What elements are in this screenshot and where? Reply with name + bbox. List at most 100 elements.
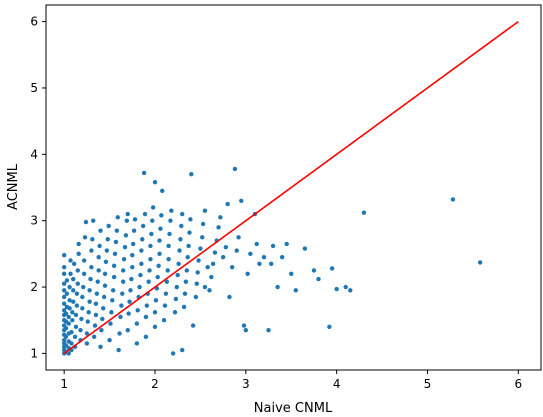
scatter-point xyxy=(92,323,98,328)
scatter-point xyxy=(101,306,106,311)
scatter-point xyxy=(70,318,75,323)
scatter-point xyxy=(232,166,238,172)
reference-line xyxy=(63,20,519,355)
scatter-point xyxy=(200,235,205,240)
scatter-point xyxy=(184,268,189,273)
scatter-point xyxy=(86,310,91,315)
scatter-point xyxy=(74,303,80,308)
scatter-point xyxy=(63,334,69,340)
scatter-point xyxy=(144,303,150,308)
scatter-point xyxy=(83,219,89,225)
scatter-point xyxy=(148,243,153,249)
scatter-point xyxy=(343,284,348,290)
y-axis-ticks: 1 2 3 4 5 6 xyxy=(30,15,46,360)
scatter-point xyxy=(161,318,167,323)
scatter-point xyxy=(167,231,172,237)
scatter-point xyxy=(177,248,182,253)
scatter-point xyxy=(76,251,81,257)
plot-area-frame xyxy=(45,4,542,371)
scatter-point xyxy=(91,218,96,223)
scatter-point xyxy=(80,294,85,300)
scatter-point xyxy=(153,298,159,303)
scatter-point xyxy=(88,276,93,282)
scatter-point xyxy=(270,243,276,249)
scatter-point xyxy=(119,303,124,308)
scatter-point xyxy=(66,321,71,326)
scatter-point xyxy=(187,230,192,235)
scatter-point xyxy=(190,323,196,328)
scatter-point xyxy=(71,276,76,282)
scatter-point xyxy=(254,241,259,247)
scatter-point xyxy=(193,294,199,300)
scatter-point xyxy=(84,341,90,346)
scatter-points xyxy=(61,166,483,356)
scatter-point xyxy=(150,218,155,223)
scatter-point xyxy=(202,208,208,213)
scatter-point xyxy=(134,321,140,326)
scatter-point xyxy=(207,288,212,293)
scatter-point xyxy=(216,225,221,230)
scatter-point xyxy=(129,276,134,282)
scatter-point xyxy=(157,251,162,257)
scatter-point xyxy=(103,259,109,265)
scatter-point xyxy=(248,251,253,257)
y-tick-label: 1 xyxy=(30,346,38,360)
scatter-point xyxy=(149,231,154,237)
scatter-point xyxy=(101,294,107,300)
scatter-point xyxy=(82,235,88,240)
x-tick-label: 4 xyxy=(333,377,341,391)
scatter-point xyxy=(118,314,123,320)
scatter-point xyxy=(79,316,84,322)
scatter-point xyxy=(194,281,199,286)
scatter-point xyxy=(311,268,317,273)
scatter-point xyxy=(75,281,80,286)
scatter-point xyxy=(116,347,121,353)
scatter-point xyxy=(176,261,181,267)
scatter-point xyxy=(120,291,125,296)
scatter-point xyxy=(159,213,164,218)
scatter-point xyxy=(76,241,81,247)
x-tick-label: 1 xyxy=(60,377,68,391)
scatter-point xyxy=(361,210,367,215)
scatter-point xyxy=(95,279,100,284)
scatter-point xyxy=(132,217,138,222)
scatter-point xyxy=(61,264,67,270)
scatter-point xyxy=(61,308,67,313)
scatter-point xyxy=(63,311,69,316)
scatter-point xyxy=(239,198,244,203)
scatter-point xyxy=(99,327,104,333)
scatter-point xyxy=(236,235,241,240)
scatter-point xyxy=(104,248,110,253)
scatter-point xyxy=(78,327,83,333)
scatter-point xyxy=(102,283,108,288)
scatter-point xyxy=(165,268,170,273)
scatter-point xyxy=(141,170,147,176)
scatter-point xyxy=(169,208,174,213)
scatter-point xyxy=(111,274,117,280)
y-tick-label: 5 xyxy=(30,81,38,95)
scatter-point xyxy=(229,264,235,270)
scatter-point xyxy=(135,308,140,313)
scatter-point xyxy=(143,334,149,340)
scatter-point xyxy=(69,329,74,335)
scatter-point xyxy=(139,261,144,267)
x-tick-label: 6 xyxy=(514,377,522,391)
scatter-point xyxy=(85,319,90,324)
scatter-point xyxy=(63,325,69,331)
scatter-point xyxy=(241,323,247,328)
scatter-point xyxy=(163,291,169,296)
scatter-point xyxy=(134,341,140,346)
scatter-point xyxy=(293,288,298,293)
scatter-point xyxy=(111,263,117,269)
scatter-point xyxy=(179,223,184,229)
scatter-point xyxy=(234,248,239,253)
scatter-point xyxy=(189,172,194,177)
scatter-point xyxy=(138,272,143,278)
scatter-point xyxy=(450,197,456,202)
scatter-point xyxy=(142,211,148,217)
scatter-point xyxy=(61,271,67,276)
scatter-point xyxy=(148,256,153,262)
scatter-point xyxy=(81,271,87,276)
scatter-point xyxy=(71,288,76,293)
